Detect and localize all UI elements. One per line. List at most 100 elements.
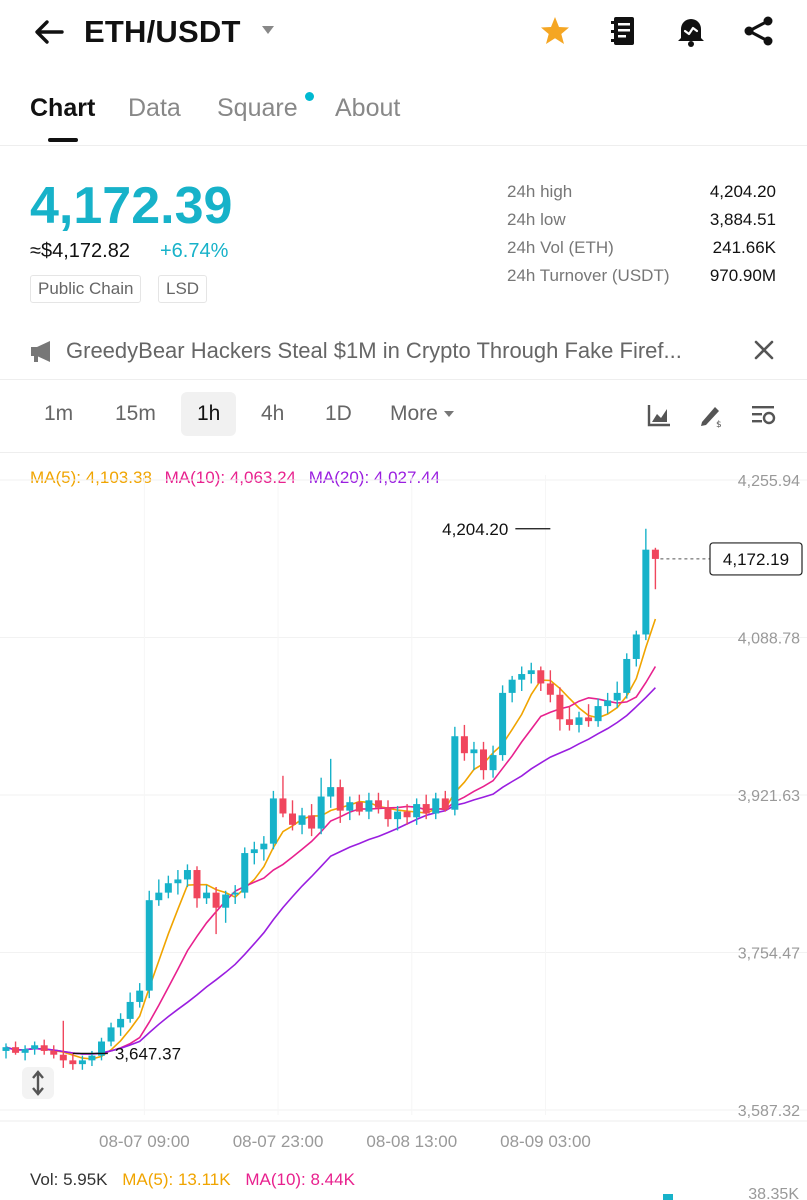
y-axis: 4,255.94 4,088.78 3,921.63 3,754.47 3,587.32 (738, 473, 800, 1120)
timeframe-more-label: More (390, 402, 438, 425)
candle-body (269, 798, 277, 844)
candle-body (480, 749, 487, 771)
back-arrow-icon[interactable] (32, 14, 68, 50)
candle-body (222, 894, 230, 908)
expand-vertical-button[interactable] (22, 1067, 54, 1099)
candle-body (260, 843, 268, 850)
candle-body (499, 692, 507, 756)
tag-public-chain[interactable]: Public Chain (30, 275, 142, 303)
candle-body (145, 900, 153, 991)
candle-body (174, 879, 182, 884)
pair-dropdown-icon[interactable] (262, 26, 274, 34)
candle-body (279, 798, 287, 814)
chevron-down-icon (443, 411, 454, 418)
candle-body (470, 749, 478, 754)
candle-body (212, 892, 220, 908)
candle-body (651, 549, 659, 559)
timeframe-1d[interactable]: 1D (325, 402, 352, 425)
current-price-label: 4,172.19 (723, 550, 789, 569)
pair-title[interactable]: ETH/USDT (84, 14, 241, 49)
candle-body (136, 990, 144, 1002)
draw-tool-icon[interactable]: $ (698, 402, 724, 428)
ma5-legend: MA(5): 4,103.38 (30, 468, 152, 487)
candlestick-chart[interactable]: 4,204.20 3,647.37 4,172.19 4,255.94 4,088.7… (0, 455, 807, 1167)
candle-body (298, 815, 306, 825)
timeframe-1m[interactable]: 1m (44, 402, 74, 425)
notebook-icon[interactable] (607, 14, 641, 48)
y-tick-label: 3,921.63 (738, 788, 800, 805)
x-tick-label: 08-08 13:00 (366, 1132, 457, 1151)
timeframe-bar: 1m 15m 1h 4h 1D More (0, 390, 807, 442)
ma20-line (5, 687, 656, 1055)
candle-body (327, 787, 335, 797)
ma5-line (5, 618, 657, 1060)
timeframe-4h[interactable]: 4h (261, 402, 285, 425)
current-price-box (709, 542, 803, 576)
stat-value-24h-turnover: 970.90M (709, 266, 776, 285)
candle-body (460, 736, 468, 754)
top-bar: ETH/USDT (0, 0, 807, 68)
y-tick-label: 4,088.78 (738, 631, 800, 648)
candle-body (193, 870, 201, 899)
tab-square[interactable]: Square (217, 94, 298, 122)
square-badge-dot (305, 92, 314, 101)
last-price: 4,172.39 (30, 177, 233, 235)
candle-body (422, 804, 430, 814)
tab-chart[interactable]: Chart (30, 94, 96, 122)
candle-body (384, 807, 392, 820)
timeframe-1h[interactable]: 1h (181, 392, 237, 436)
candle-body (413, 804, 421, 818)
candle-body (155, 892, 163, 901)
star-icon[interactable] (538, 14, 572, 48)
x-tick-label: 08-07 09:00 (99, 1132, 190, 1151)
indicator-chart-icon[interactable] (646, 402, 672, 428)
candle-body (12, 1047, 20, 1053)
chart-settings-icon[interactable] (750, 402, 776, 428)
alert-bell-icon[interactable] (674, 14, 708, 48)
candle-body (250, 849, 258, 854)
candle-body (355, 802, 363, 812)
y-tick-label: 3,754.47 (738, 946, 800, 963)
tab-data[interactable]: Data (128, 94, 181, 122)
low-marker-label: 3,647.37 (115, 1044, 181, 1063)
volume-ma5: MA(5): 13.11K (122, 1170, 231, 1189)
candle-body (69, 1060, 77, 1065)
candle-body (489, 755, 497, 771)
ma-legend: MA(5): 4,103.38 MA(10): 4,063.24 MA(20):… (30, 468, 448, 488)
candle-body (289, 813, 296, 825)
stat-value-24h-high: 4,204.20 (709, 182, 776, 201)
tab-about[interactable]: About (335, 94, 401, 122)
candle-body (441, 798, 449, 810)
stat-value-24h-vol: 241.66K (712, 238, 776, 257)
candle-body (241, 853, 249, 893)
chart-divider (0, 452, 807, 453)
news-banner[interactable]: GreedyBear Hackers Steal $1M in Crypto T… (0, 320, 807, 380)
main-tabs: Chart Data Square About (0, 88, 807, 146)
candle-body (231, 892, 239, 895)
close-icon[interactable] (752, 338, 776, 362)
candle-body (613, 692, 621, 701)
candle-body (403, 811, 411, 818)
candle-body (126, 1001, 134, 1019)
tag-lsd[interactable]: LSD (158, 275, 208, 303)
news-headline[interactable]: GreedyBear Hackers Steal $1M in Crypto T… (66, 338, 682, 363)
candle-body (585, 717, 593, 722)
stat-label-24h-vol: 24h Vol (ETH) (507, 238, 614, 257)
candle-body (594, 706, 602, 722)
x-tick-label: 08-07 23:00 (233, 1132, 324, 1151)
share-icon[interactable] (742, 14, 776, 48)
candle-body (336, 787, 344, 811)
expand-vertical-icon (32, 1070, 44, 1096)
candles (2, 528, 659, 1070)
timeframe-15m[interactable]: 15m (115, 402, 156, 425)
volume-value: Vol: 5.95K (30, 1170, 108, 1189)
candle-body (317, 796, 325, 829)
timeframe-more[interactable]: More (390, 402, 454, 426)
chart-grid (0, 475, 807, 1122)
candle-body (40, 1045, 48, 1051)
candle-body (346, 802, 354, 811)
candle-body (50, 1050, 58, 1055)
high-marker-label: 4,204.20 (442, 520, 508, 539)
ma10-line (5, 666, 657, 1055)
usd-price: ≈$4,172.82 (30, 240, 130, 262)
